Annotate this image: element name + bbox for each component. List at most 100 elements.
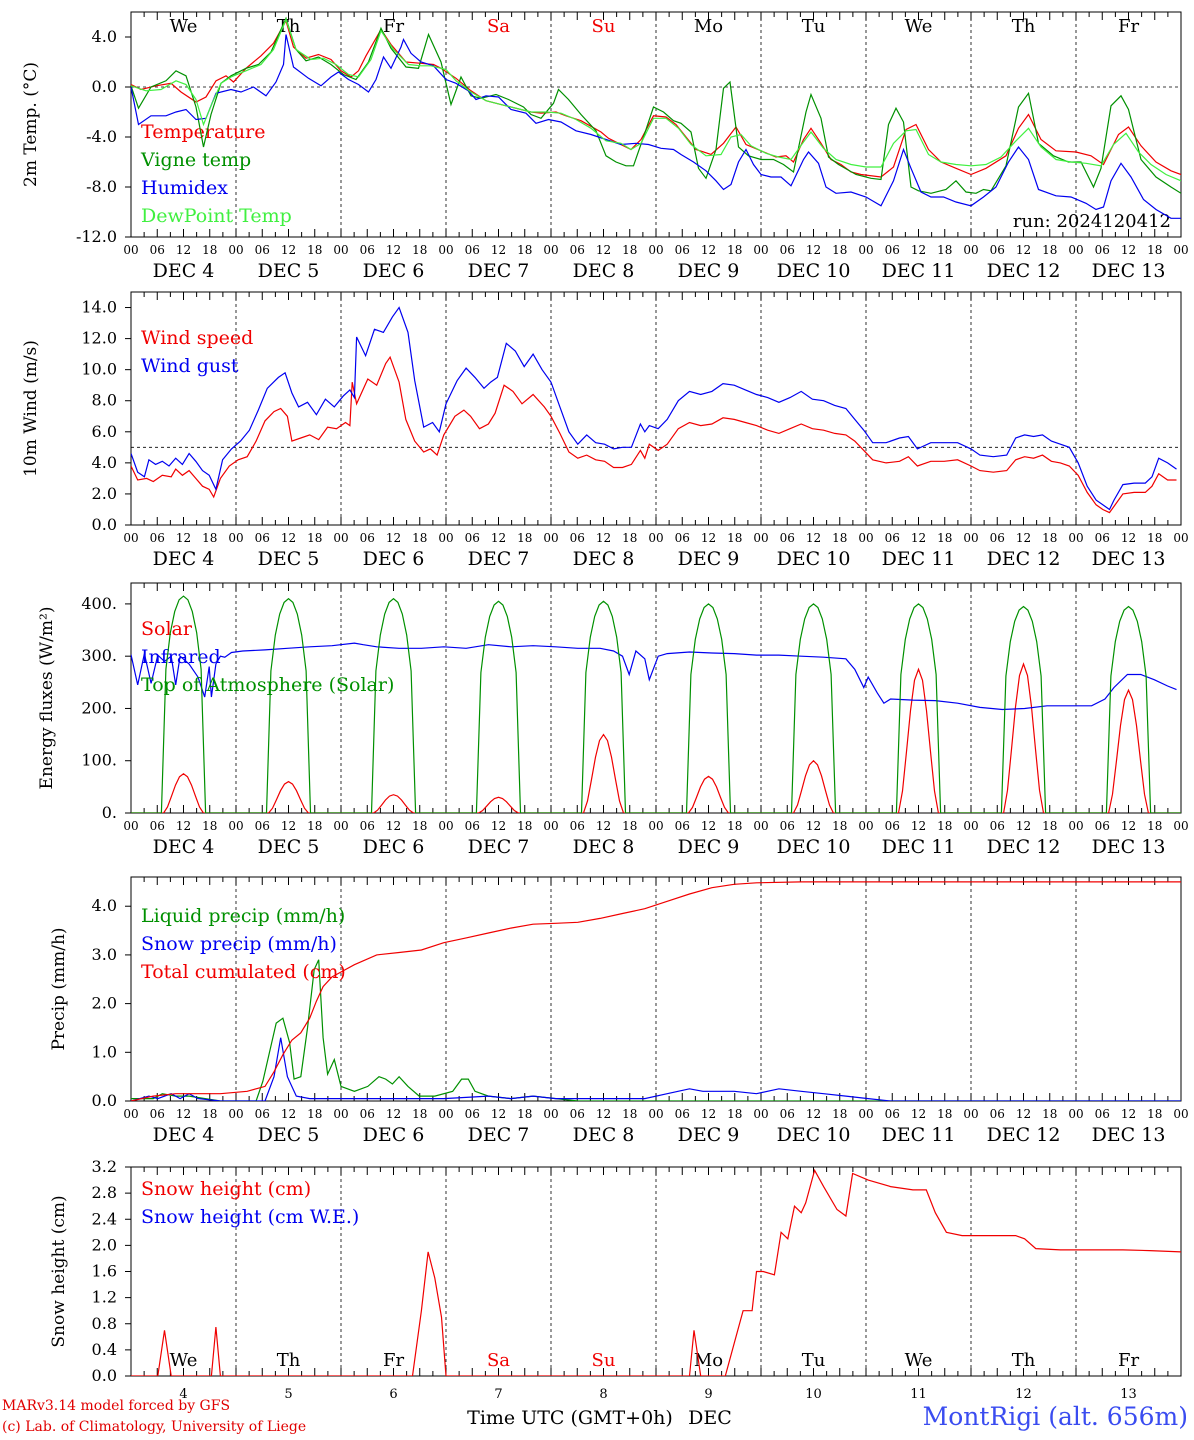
- hour-label: 18: [727, 819, 742, 833]
- weekday-label: Tu: [802, 16, 826, 37]
- y-tick-label: 0.8: [92, 1314, 117, 1333]
- y-tick-label: 6.0: [92, 422, 117, 441]
- hour-label: 00: [543, 1107, 558, 1121]
- y-tick-label: 4.0: [92, 453, 117, 472]
- weekday-label: Th: [1012, 1350, 1036, 1371]
- station-label: MontRigi (alt. 656m): [922, 1402, 1188, 1431]
- hour-label: 12: [491, 1107, 506, 1121]
- series-line-liquid-precip-mm-h-: [131, 959, 1181, 1101]
- hour-label: 00: [963, 819, 978, 833]
- hour-label: 12: [1016, 819, 1031, 833]
- legend-entry: Snow height (cm): [141, 1178, 311, 1200]
- hour-label: 00: [228, 819, 243, 833]
- legend-entry: DewPoint Temp: [141, 205, 292, 227]
- y-tick-label: 4.0: [92, 27, 117, 46]
- hour-label: 06: [570, 531, 585, 545]
- y-tick-label: 2.0: [92, 484, 117, 503]
- hour-label: 18: [202, 531, 217, 545]
- weekday-label: Su: [592, 16, 616, 37]
- hour-label: 12: [806, 531, 821, 545]
- hour-label: 12: [596, 243, 611, 257]
- series-line-top-of-atmosphere-solar-: [131, 595, 1181, 813]
- hour-label: 18: [517, 531, 532, 545]
- hour-label: 12: [491, 243, 506, 257]
- date-label: DEC 13: [1092, 836, 1166, 858]
- y-tick-label: 12.0: [81, 329, 117, 348]
- hour-label: 18: [622, 819, 637, 833]
- hour-label: 12: [281, 243, 296, 257]
- y-tick-label: 4.0: [92, 896, 117, 915]
- weekday-label: Sa: [487, 1350, 510, 1371]
- hour-label: 06: [780, 819, 795, 833]
- hour-label: 18: [307, 243, 322, 257]
- hour-label: 18: [307, 1107, 322, 1121]
- hour-label: 18: [517, 1107, 532, 1121]
- hour-label: 18: [937, 819, 952, 833]
- hour-label: 00: [648, 819, 663, 833]
- series-line-snow-height-cm-: [131, 1168, 1181, 1376]
- hour-label: 18: [517, 819, 532, 833]
- hour-label: 18: [1147, 1107, 1162, 1121]
- panel-energy: 0. 100. 200. 300. 400. Energy fluxes (W/m²) 00…: [37, 582, 1189, 858]
- hour-label: 06: [255, 819, 270, 833]
- hour-label: 12: [596, 531, 611, 545]
- weekday-label: We: [170, 16, 198, 37]
- hour-label: 06: [990, 531, 1005, 545]
- hour-label: 06: [570, 819, 585, 833]
- y-tick-label: 14.0: [81, 298, 117, 317]
- date-label: DEC 10: [777, 548, 851, 570]
- hour-label: 12: [1121, 1107, 1136, 1121]
- y-axis-label: 10m Wind (m/s): [21, 340, 41, 477]
- legend-entry: Infrared: [141, 646, 221, 668]
- day-number: 11: [910, 1387, 927, 1402]
- date-label: DEC 13: [1092, 548, 1166, 570]
- panel-precip: 0.0 1.0 2.0 3.0 4.0 Precip (mm/h) 00 06 12 18 00 06…: [49, 876, 1189, 1146]
- y-tick-label: -8.0: [86, 177, 117, 196]
- hour-label: 12: [386, 819, 401, 833]
- hour-label: 00: [1068, 243, 1083, 257]
- date-label: DEC 6: [363, 548, 425, 570]
- day-number: 6: [389, 1387, 397, 1402]
- hour-label: 00: [753, 819, 768, 833]
- hour-label: 12: [386, 531, 401, 545]
- hour-label: 06: [885, 243, 900, 257]
- date-label: DEC 7: [468, 1124, 530, 1146]
- hour-label: 12: [1016, 243, 1031, 257]
- hour-label: 06: [990, 1107, 1005, 1121]
- weekday-label: Mo: [694, 1350, 723, 1371]
- date-label: DEC 5: [258, 1124, 320, 1146]
- date-label: DEC 13: [1092, 260, 1166, 282]
- hour-label: 18: [727, 243, 742, 257]
- day-number: 7: [494, 1387, 502, 1402]
- run-label: run: 2024120412: [1013, 211, 1171, 232]
- y-tick-label: 10.0: [81, 360, 117, 379]
- day-number: 13: [1120, 1387, 1137, 1402]
- hour-label: 06: [1095, 819, 1110, 833]
- hour-label: 18: [202, 819, 217, 833]
- hour-label: 00: [543, 819, 558, 833]
- hour-label: 18: [412, 243, 427, 257]
- hour-label: 18: [307, 819, 322, 833]
- hour-label: 12: [911, 1107, 926, 1121]
- date-label: DEC 9: [678, 836, 740, 858]
- hour-label: 06: [570, 1107, 585, 1121]
- date-label: DEC 8: [573, 260, 635, 282]
- date-label: DEC 9: [678, 548, 740, 570]
- hour-label: 00: [543, 531, 558, 545]
- y-tick-label: 2.0: [92, 1235, 117, 1254]
- hour-label: 18: [1042, 819, 1057, 833]
- hour-label: 12: [911, 819, 926, 833]
- x-axis-label: Time UTC (GMT+0h): [467, 1407, 673, 1429]
- month-label: DEC: [688, 1407, 732, 1429]
- y-tick-label: 2.0: [92, 994, 117, 1013]
- legend-entry: Snow precip (mm/h): [141, 933, 337, 955]
- date-label: DEC 5: [258, 836, 320, 858]
- hour-label: 06: [465, 243, 480, 257]
- hour-label: 18: [832, 819, 847, 833]
- date-label: DEC 8: [573, 836, 635, 858]
- hour-label: 00: [753, 243, 768, 257]
- y-tick-label: 100.: [81, 751, 117, 770]
- hour-label: 18: [727, 531, 742, 545]
- hour-label: 12: [386, 243, 401, 257]
